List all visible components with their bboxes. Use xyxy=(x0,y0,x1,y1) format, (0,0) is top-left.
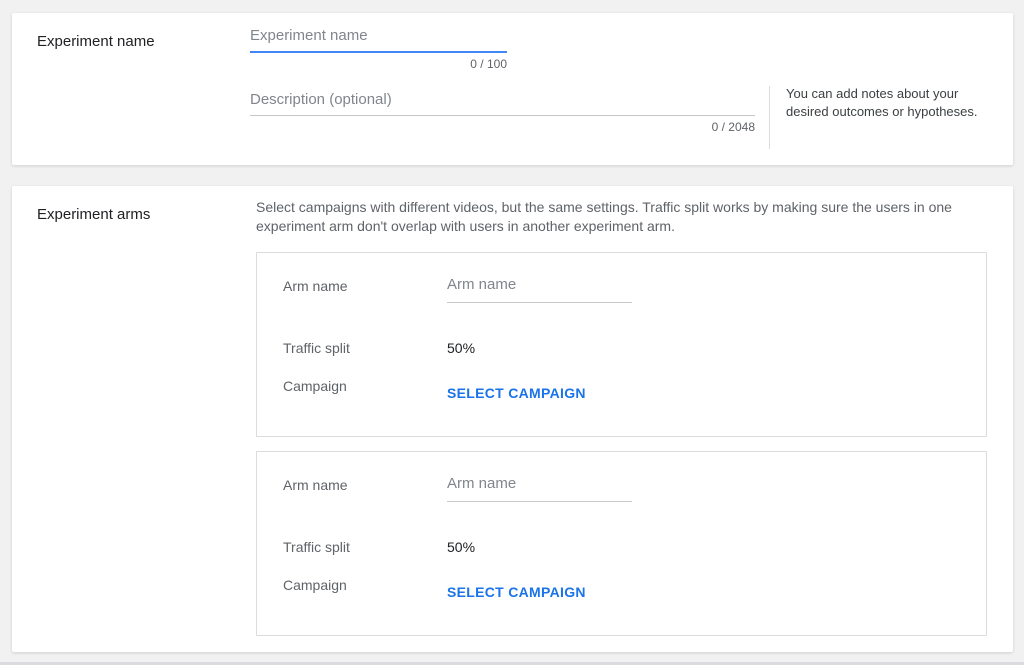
arm-1-traffic-row: Traffic split 50% xyxy=(283,338,986,356)
helper-note-text: You can add notes about your desired out… xyxy=(786,86,978,119)
arm-card-2: Arm name Traffic split 50% Campaign SELE… xyxy=(256,451,987,636)
arm-2-name-row: Arm name xyxy=(283,475,986,502)
arm-2-traffic-value: 50% xyxy=(447,539,476,555)
experiment-name-section-label: Experiment name xyxy=(37,33,155,50)
arm-2-select-campaign-button[interactable]: SELECT CAMPAIGN xyxy=(447,584,586,600)
arm-2-campaign-row: Campaign SELECT CAMPAIGN xyxy=(283,575,986,600)
experiment-arms-description: Select campaigns with different videos, … xyxy=(256,199,952,234)
experiment-arms-section-label: Experiment arms xyxy=(37,206,151,223)
experiment-name-input[interactable] xyxy=(250,21,507,53)
arm-1-name-input[interactable] xyxy=(447,276,632,303)
experiment-arms-content: Select campaigns with different videos, … xyxy=(256,198,996,636)
arm-1-campaign-row: Campaign SELECT CAMPAIGN xyxy=(283,376,986,401)
arm-1-campaign-label: Campaign xyxy=(283,378,347,394)
arm-2-traffic-row: Traffic split 50% xyxy=(283,537,986,555)
experiment-arms-card: Experiment arms Select campaigns with di… xyxy=(12,186,1013,652)
arm-card-1: Arm name Traffic split 50% Campaign SELE… xyxy=(256,252,987,437)
arm-2-campaign-label: Campaign xyxy=(283,577,347,593)
arm-1-select-campaign-button[interactable]: SELECT CAMPAIGN xyxy=(447,385,586,401)
description-input[interactable] xyxy=(250,85,755,116)
experiment-name-fields: 0 / 100 0 / 2048 xyxy=(250,21,755,134)
experiment-name-card: Experiment name 0 / 100 0 / 2048 You can… xyxy=(12,13,1013,165)
arm-2-traffic-label: Traffic split xyxy=(283,539,350,555)
arm-1-name-label: Arm name xyxy=(283,278,348,294)
description-counter: 0 / 2048 xyxy=(711,120,755,134)
next-card-top-edge xyxy=(0,662,1024,665)
helper-note-divider xyxy=(769,86,770,149)
arm-1-traffic-value: 50% xyxy=(447,340,476,356)
arm-1-name-row: Arm name xyxy=(283,276,986,303)
arm-2-name-label: Arm name xyxy=(283,477,348,493)
experiment-name-counter: 0 / 100 xyxy=(470,57,507,71)
arm-1-traffic-label: Traffic split xyxy=(283,340,350,356)
arm-2-name-input[interactable] xyxy=(447,475,632,502)
